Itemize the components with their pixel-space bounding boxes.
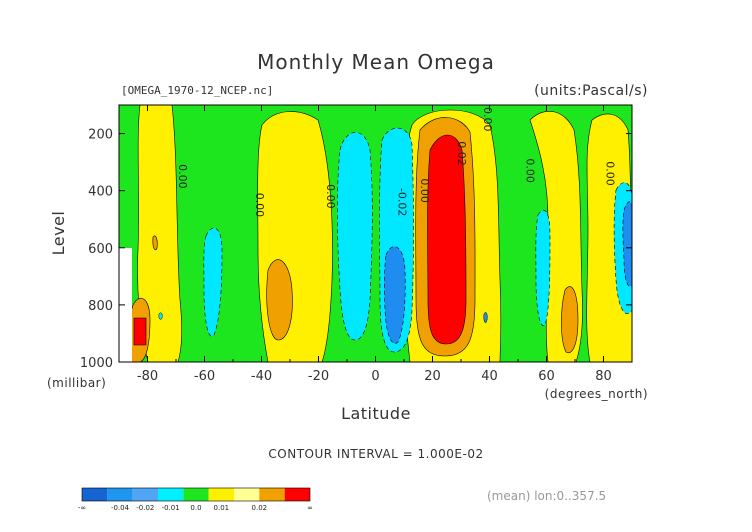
- colorbar-swatch: [82, 488, 108, 501]
- colorbar-swatch: [259, 488, 285, 501]
- contour-label: 0.00: [253, 193, 266, 218]
- contour-label: -0.02: [395, 188, 408, 216]
- x-tick-label: 20: [424, 369, 441, 384]
- contour-label: 0.00: [176, 164, 189, 189]
- x-axis: -80 -60 -40 -20 0 20 40 60 80: [118, 105, 633, 384]
- colorbar-tick-label: -0.01: [162, 504, 180, 512]
- region-positive-weak: [137, 105, 182, 362]
- region-positive-moderate: [266, 259, 293, 341]
- contour-label: 0.00: [603, 161, 616, 186]
- region-positive-strong: [427, 134, 467, 345]
- contour-label: 0.00: [481, 107, 494, 131]
- colorbar-tick-label: -0.02: [136, 504, 154, 512]
- x-tick-label: 80: [595, 369, 612, 384]
- y-tick-label: 600: [88, 242, 113, 257]
- x-tick-label: 40: [481, 369, 498, 384]
- y-axis: 200 400 600 800 1000: [80, 128, 632, 371]
- chart-title: Monthly Mean Omega: [257, 50, 495, 74]
- colorbar-tick-label: 0.02: [252, 504, 268, 512]
- x-tick-label: -20: [308, 369, 329, 384]
- y-units-label: (millibar): [47, 376, 106, 390]
- colorbar-swatch: [208, 488, 234, 501]
- contour-label: 0.00: [324, 184, 337, 209]
- mean-note: (mean) lon:0..357.5: [487, 489, 606, 503]
- x-tick-label: 60: [538, 369, 555, 384]
- colorbar-swatch: [284, 488, 310, 501]
- colorbar-swatch: [158, 488, 184, 501]
- region-negative-moderate: [337, 132, 373, 341]
- region-negative-strong: [384, 246, 406, 344]
- file-label: [OMEGA_1970-12_NCEP.nc]: [121, 84, 273, 97]
- x-tick-label: -60: [194, 369, 215, 384]
- colorbar-swatch: [183, 488, 209, 501]
- colorbar-tick-label: ∞: [307, 504, 313, 512]
- region-negative-moderate: [203, 227, 223, 337]
- units-label: (units:Pascal/s): [534, 83, 648, 99]
- contour-label: 0.00: [418, 178, 431, 203]
- contour-labels: 0.00 0.00 0.00 -0.02 0.00 0.02 0.00 0.00 0.00: [176, 107, 616, 217]
- region-negative-strong: [622, 201, 632, 287]
- y-tick-label: 400: [88, 185, 113, 200]
- colorbar: -∞ -0.04 -0.02 -0.01 0.0 0.01 0.02 ∞: [78, 487, 313, 512]
- colorbar-swatch: [132, 488, 158, 501]
- x-tick-label: 0: [371, 369, 379, 384]
- region-positive-moderate: [152, 235, 158, 251]
- x-units-label: (degrees_north): [545, 387, 648, 401]
- y-axis-label: Level: [49, 211, 68, 256]
- colorbar-swatch: [234, 488, 260, 501]
- x-tick-label: -40: [251, 369, 272, 384]
- contour-label: 0.02: [455, 141, 468, 166]
- region-negative-moderate: [535, 210, 551, 327]
- contour-interval: CONTOUR INTERVAL = 1.000E-02: [268, 447, 483, 461]
- y-tick-label: 800: [88, 299, 113, 314]
- colorbar-tick-label: 0.01: [214, 504, 230, 512]
- region-negative-moderate: [158, 312, 163, 320]
- region-positive-moderate: [561, 286, 579, 354]
- y-tick-label: 1000: [80, 356, 113, 371]
- region-positive-weak: [257, 111, 333, 362]
- x-axis-label: Latitude: [341, 404, 411, 423]
- masked-region: [119, 248, 132, 362]
- colorbar-frame: [81, 487, 311, 502]
- region-positive-strong: [133, 317, 147, 346]
- contour-field: [119, 105, 632, 362]
- colorbar-tick-label: 0.0: [190, 504, 201, 512]
- colorbar-tick-label: -0.04: [111, 504, 130, 512]
- contour-label: 0.00: [524, 158, 537, 183]
- colorbar-swatch: [107, 488, 133, 501]
- x-tick-label: -80: [137, 369, 158, 384]
- region-negative-moderate: [483, 312, 488, 324]
- y-tick-label: 200: [88, 128, 113, 143]
- colorbar-tick-label: -∞: [78, 504, 86, 512]
